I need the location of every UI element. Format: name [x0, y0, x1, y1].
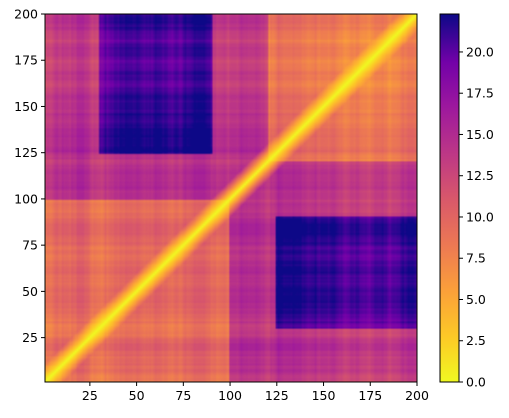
- x-tick-label: 100: [218, 388, 242, 403]
- colorbar-tick-label: 5.0: [466, 292, 486, 307]
- plot-frame: [44, 13, 418, 383]
- colorbar-ticks: 0.0 2.5 5.0 7.5 10.0 12.5 15.0 17.5 20.0: [459, 44, 494, 390]
- colorbar-tick-label: 15.0: [466, 127, 494, 142]
- y-tick-label: 50: [22, 284, 38, 299]
- x-tick-label: 200: [405, 388, 429, 403]
- heatmap-image: [45, 14, 417, 382]
- colorbar-tick-label: 7.5: [466, 251, 486, 266]
- colorbar-tick-label: 12.5: [466, 168, 494, 183]
- colorbar-frame: [439, 13, 460, 383]
- colorbar-tick-label: 17.5: [466, 86, 494, 101]
- colorbar-tick-label: 10.0: [466, 209, 494, 224]
- y-tick-label: 25: [22, 330, 38, 345]
- x-tick-label: 50: [129, 388, 145, 403]
- x-tick-label: 125: [265, 388, 289, 403]
- x-axis-ticks: 25 50 75 100 125 150 175 200: [82, 382, 429, 403]
- x-tick-label: 150: [312, 388, 336, 403]
- x-tick-label: 25: [82, 388, 98, 403]
- colorbar-tick-label: 20.0: [466, 44, 494, 59]
- y-tick-label: 175: [14, 53, 38, 68]
- x-tick-label: 175: [358, 388, 382, 403]
- y-tick-label: 75: [22, 238, 38, 253]
- colorbar-tick-label: 2.5: [466, 333, 486, 348]
- y-tick-label: 100: [14, 191, 38, 206]
- x-tick-label: 75: [175, 388, 191, 403]
- y-tick-label: 125: [14, 145, 38, 160]
- y-tick-label: 150: [14, 99, 38, 114]
- y-tick-label: 200: [14, 7, 38, 22]
- colorbar-tick-label: 0.0: [466, 375, 486, 390]
- colorbar: [440, 14, 459, 382]
- y-axis-ticks: 25 50 75 100 125 150 175 200: [14, 7, 45, 345]
- heatmap-plot-area: [45, 14, 417, 382]
